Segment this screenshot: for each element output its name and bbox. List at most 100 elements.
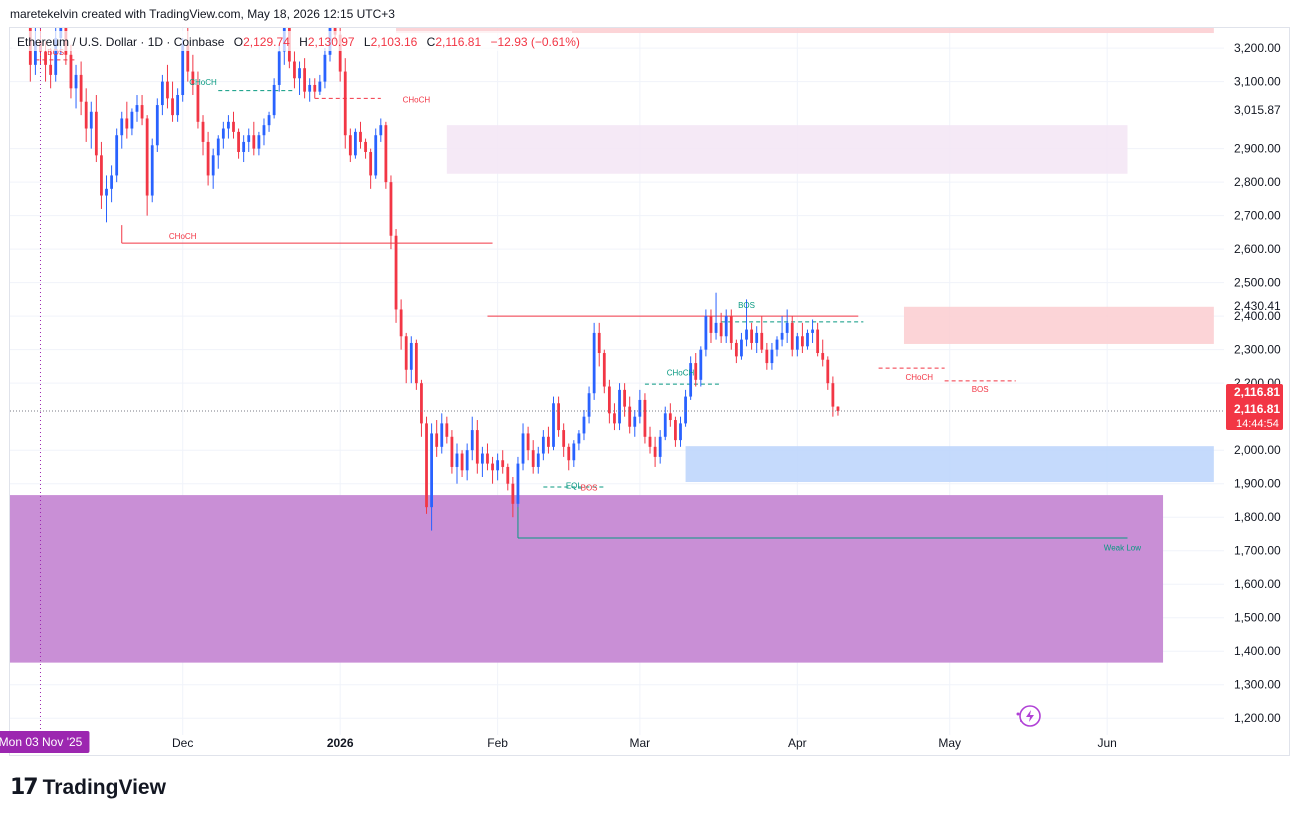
candle-body xyxy=(308,84,312,92)
y-axis: 3,200.00 3,100.00 3,015.87 2,900.00 2,800.00… xyxy=(1234,41,1281,725)
annotation-label: CHoCH xyxy=(169,232,197,241)
candle-body xyxy=(521,433,525,464)
candle-body xyxy=(130,111,134,129)
candle-body xyxy=(201,121,205,142)
candle-body xyxy=(714,322,718,333)
candle-body xyxy=(587,393,591,417)
candle-body xyxy=(84,101,88,129)
author-line: maretekelvin created with TradingView.co… xyxy=(10,7,395,21)
candle-body xyxy=(674,420,677,441)
y-tick-label: 2,900.00 xyxy=(1234,142,1281,156)
candle-body xyxy=(404,336,408,370)
crosshair-date-label: Mon 03 Nov '25 xyxy=(0,735,83,749)
tradingview-mark-icon: 17 xyxy=(10,775,39,800)
candle-body xyxy=(359,131,362,142)
candle-body xyxy=(94,111,98,156)
last-price-value-2: 2,116.81 xyxy=(1234,402,1280,416)
candle-body xyxy=(145,118,149,196)
candle-body xyxy=(181,44,185,96)
pink-zone xyxy=(903,306,1214,344)
candle-body xyxy=(816,329,820,354)
svg-text:Ethereum / U.S. Dollar · 1D ·: Ethereum / U.S. Dollar · 1D · Coinbase O… xyxy=(17,35,580,49)
candle-body xyxy=(836,406,840,411)
candle-body xyxy=(668,413,672,421)
x-tick-label: Jun xyxy=(1097,736,1116,750)
candle-body xyxy=(409,342,413,370)
candle-body xyxy=(105,188,108,196)
candle-body xyxy=(501,460,505,467)
tradingview-logo[interactable]: 17 TradingView xyxy=(10,775,166,800)
y-tick-label: 2,400.00 xyxy=(1234,309,1281,323)
annotation-label: CHoCH xyxy=(189,78,217,87)
x-tick-label: Feb xyxy=(487,736,508,750)
candle-body xyxy=(379,125,383,136)
candle-body xyxy=(120,118,124,136)
candle-body xyxy=(191,71,195,85)
candle-body xyxy=(785,322,789,333)
candle-body xyxy=(160,81,164,106)
candle-body xyxy=(607,386,611,414)
candle-body xyxy=(526,433,530,451)
candle-body xyxy=(221,128,225,139)
last-price-badge: 2,116.81 2,116.81 14:44:54 xyxy=(1226,384,1283,431)
candle-body xyxy=(557,403,560,431)
legend-symbol: Ethereum / U.S. Dollar · 1D · Coinbase xyxy=(17,35,225,49)
x-axis: Dec 2026 Feb Mar Apr May Jun Mon 03 Nov '25 xyxy=(0,731,1117,753)
candle-body xyxy=(623,389,627,407)
candle-body xyxy=(49,64,53,75)
lightning-icon[interactable] xyxy=(1016,705,1041,727)
candle-body xyxy=(547,436,550,447)
candle-body xyxy=(79,74,83,102)
candle-body xyxy=(572,443,576,461)
candle-body xyxy=(237,131,240,152)
x-tick-label: 2026 xyxy=(327,736,354,750)
legend-o-value: 2,129.74 xyxy=(243,35,290,49)
legend-l-label: L xyxy=(364,35,371,49)
candle-body xyxy=(602,353,606,387)
candle-body xyxy=(643,399,647,437)
legend-change: −12.93 (−0.61%) xyxy=(491,35,580,49)
candle-body xyxy=(597,332,601,354)
candle-body xyxy=(313,84,317,92)
candle-body xyxy=(318,81,322,92)
x-tick-label: Mar xyxy=(630,736,651,750)
candle-body xyxy=(206,141,210,176)
candle-body xyxy=(420,383,423,424)
candle-body xyxy=(323,54,327,82)
candle-body xyxy=(541,436,545,454)
candle-body xyxy=(562,430,566,447)
y-tick-label: 3,100.00 xyxy=(1234,75,1281,89)
candle-body xyxy=(272,84,276,116)
legend-h-label: H xyxy=(299,35,308,49)
chart-frame[interactable] xyxy=(9,27,1290,756)
y-tick-label: 1,300.00 xyxy=(1234,678,1281,692)
candle-body xyxy=(252,135,256,149)
annotation-label: BOS xyxy=(738,301,755,310)
candle-body xyxy=(293,61,296,79)
candle-body xyxy=(658,436,662,457)
crosshair-date-badge-bg xyxy=(0,731,90,753)
candle-body xyxy=(694,363,698,380)
candle-body xyxy=(460,453,464,471)
candle-body xyxy=(511,483,515,504)
candle-body xyxy=(298,68,301,79)
candle-body xyxy=(806,332,809,347)
candle-body xyxy=(750,329,754,343)
candle-body xyxy=(435,433,439,447)
candle-body xyxy=(552,403,555,447)
candle-body xyxy=(74,74,78,89)
candle-body xyxy=(100,155,103,196)
legend-o-label: O xyxy=(234,35,243,49)
candle-body xyxy=(496,460,500,471)
candle-body xyxy=(648,436,652,447)
legend-h-value: 2,130.97 xyxy=(308,35,355,49)
candle-body xyxy=(613,413,616,424)
candle-body xyxy=(679,423,682,441)
candle-body xyxy=(760,332,764,350)
blue-zone xyxy=(685,446,1214,483)
candle-body xyxy=(663,413,667,437)
candle-body xyxy=(480,453,484,464)
legend-l-value: 2,103.16 xyxy=(371,35,418,49)
